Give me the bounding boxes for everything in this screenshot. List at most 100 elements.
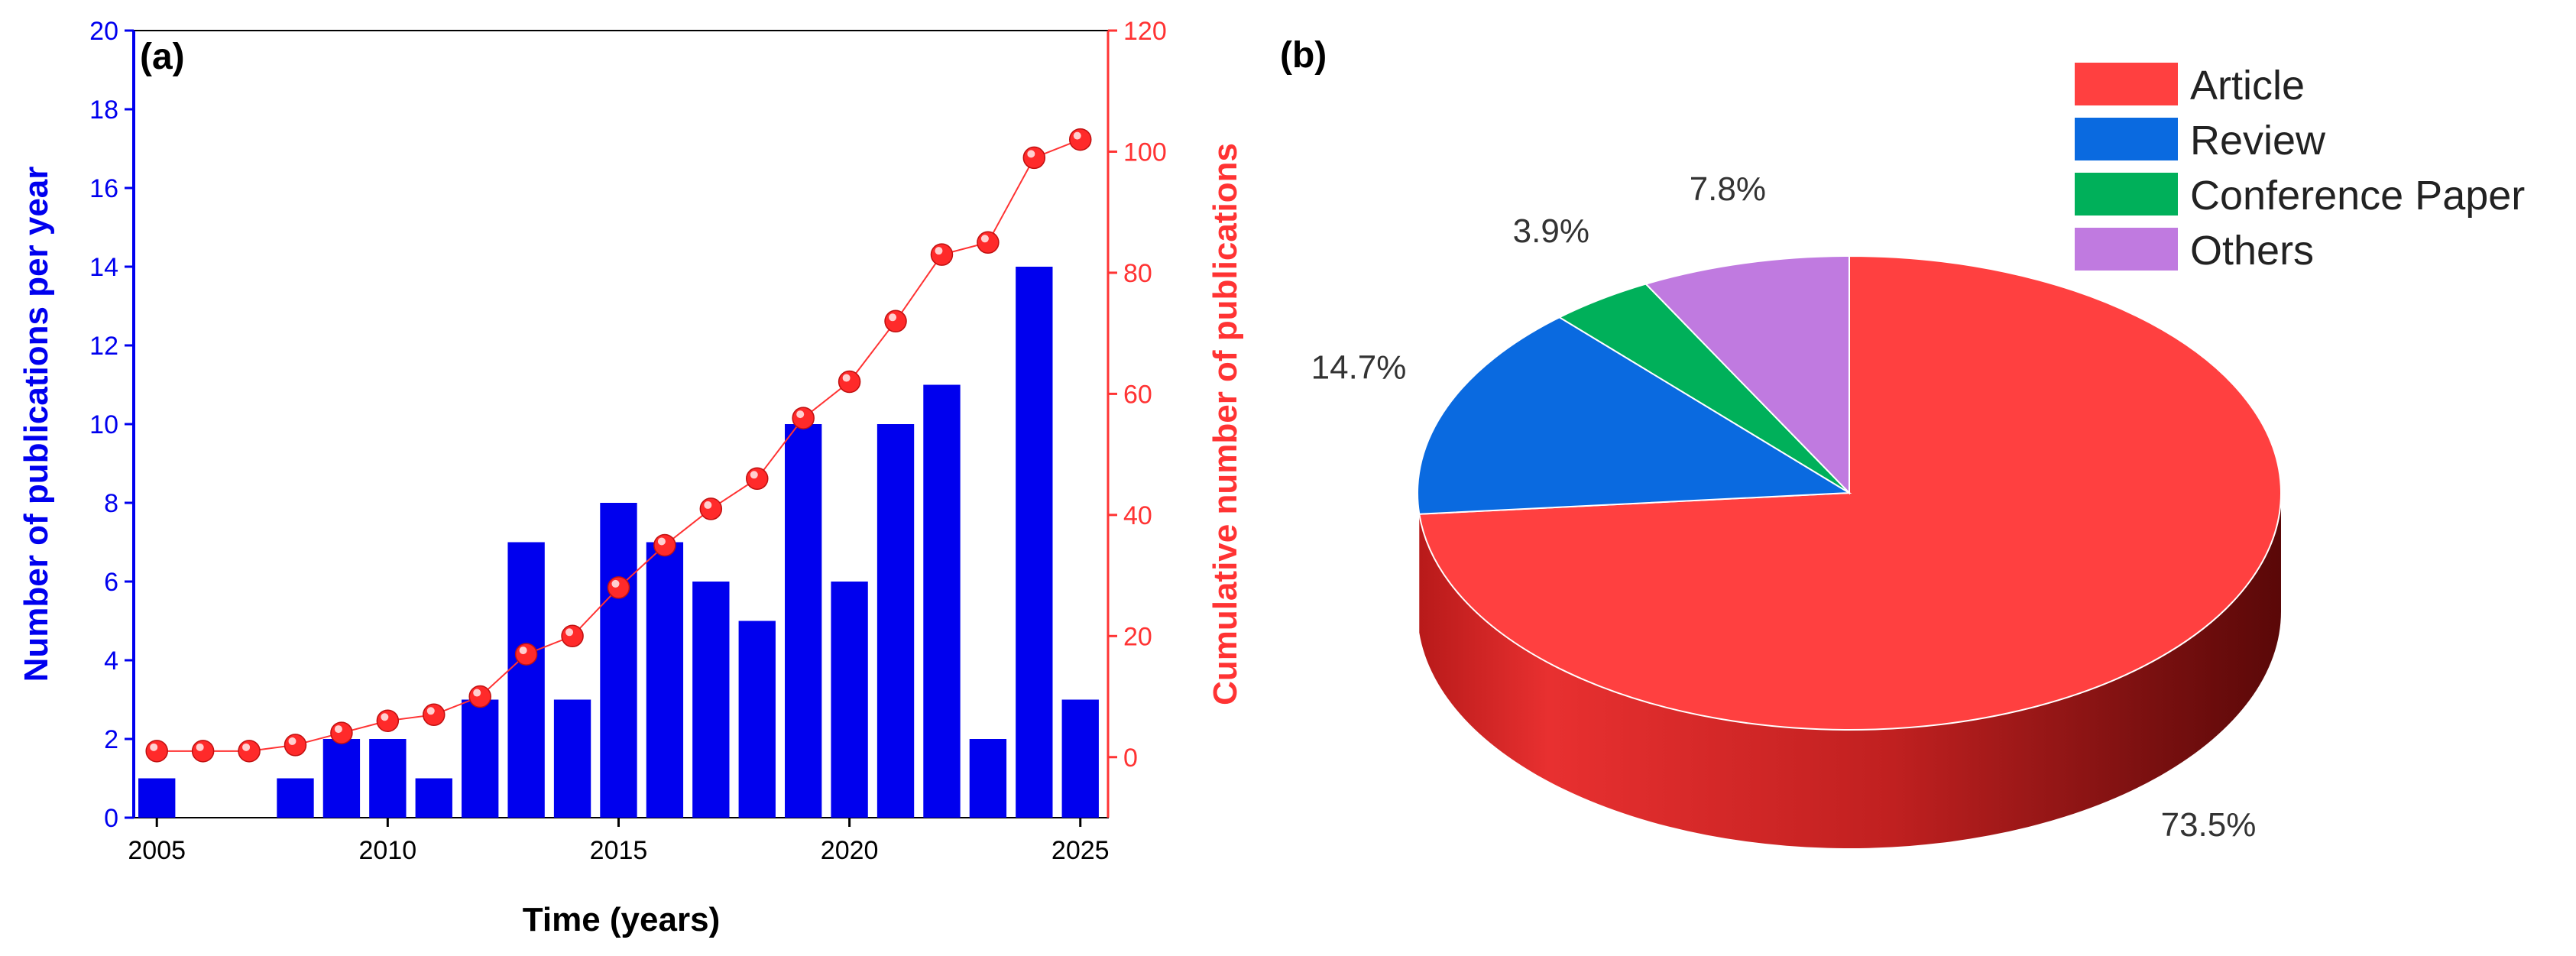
bar-2008 [277,778,314,818]
x-axis-title: Time (years) [523,901,720,938]
legend-label-others: Others [2190,228,2314,274]
panel-label-b: (b) [1280,35,1327,76]
bar-2009 [322,739,361,818]
bar-2020 [831,582,868,818]
marker-highlight-2012 [473,689,481,697]
bar-2019 [785,424,822,818]
pie-slice-review [1417,316,1852,515]
left-y-axis: 0 2 4 6 8 10 12 14 16 18 20 [89,17,135,833]
marker-2006 [191,740,215,763]
bar-2011 [415,778,452,818]
bar-series [138,267,1099,818]
right-tick-label: 100 [1123,138,1167,167]
x-tick-label: 2005 [128,836,186,865]
marker-highlight-2018 [750,471,758,479]
bar-2012 [462,699,499,818]
bar-2018 [738,621,776,818]
pie-slices [1417,254,2282,731]
marker-2021 [884,309,907,333]
marker-highlight-2010 [381,713,389,721]
marker-highlight-2011 [426,707,435,715]
cumulative-line-series [145,128,1092,763]
legend-label-review: Review [2190,118,2326,164]
marker-highlight-2023 [980,235,989,243]
pie-label-review: 14.7% [1311,348,1407,386]
marker-2020 [838,370,861,394]
legend-swatch-conference-paper [2075,173,2178,216]
right-tick-label: 120 [1123,17,1167,46]
legend: Article Review Conference Paper Others [2075,63,2525,274]
pie-label-others: 7.8% [1690,170,1766,208]
legend-swatch-others [2075,228,2178,271]
marker-2013 [514,643,538,666]
marker-highlight-2015 [611,579,620,588]
right-tick-label: 40 [1123,501,1152,530]
x-tick-label: 2020 [821,836,879,865]
pie-label-conference-paper: 3.9% [1513,212,1589,250]
legend-swatch-review [2075,118,2178,160]
left-tick-label: 2 [104,725,118,754]
y-axis-title-right: Cumulative number of publications [1207,143,1244,705]
x-axis: 2005 2010 2015 2020 2025 [128,818,1110,865]
bar-2023 [969,739,1007,818]
pie-chart-panel: (b) 73.5% 14.7% 3.9% 7.8% Article Review Conf… [1280,35,2525,849]
marker-highlight-2009 [334,725,342,734]
marker-2015 [607,576,630,599]
bar-2021 [876,424,915,818]
marker-highlight-2024 [1027,150,1035,158]
marker-2009 [330,721,353,744]
marker-highlight-2008 [288,737,296,745]
bar-2005 [138,778,176,818]
bar-2025 [1061,699,1099,818]
left-tick-label: 4 [104,647,118,676]
pie-percentage-labels: 73.5% 14.7% 3.9% 7.8% [1311,170,2257,844]
marker-2018 [746,467,769,491]
marker-highlight-2020 [842,374,851,382]
right-y-axis: 0 20 40 60 80 100 120 [1107,17,1167,818]
pie-slice-others [1644,254,1850,495]
marker-2007 [238,740,261,763]
marker-highlight-2016 [657,537,666,546]
left-tick-label: 6 [104,568,118,597]
marker-2016 [653,533,676,557]
marker-2012 [468,685,491,708]
left-tick-label: 0 [104,804,118,833]
left-tick-label: 14 [89,253,118,282]
marker-2024 [1022,146,1046,170]
legend-label-conference-paper: Conference Paper [2190,173,2525,219]
x-tick-label: 2025 [1051,836,1110,865]
bar-2017 [692,582,730,818]
marker-2011 [423,703,446,727]
left-tick-label: 16 [89,174,118,203]
marker-2022 [930,243,954,266]
right-tick-label: 80 [1123,259,1152,288]
pie-label-article: 73.5% [2161,806,2257,844]
bar-2015 [600,503,637,818]
bar-2024 [1016,267,1053,818]
right-tick-label: 20 [1123,622,1152,651]
y-axis-title-left: Number of publications per year [18,167,55,682]
marker-highlight-2019 [796,410,805,419]
marker-highlight-2005 [150,743,158,751]
marker-2010 [376,709,400,732]
bar-2013 [507,542,545,818]
legend-label-article: Article [2190,63,2305,109]
right-tick-label: 60 [1123,380,1152,409]
x-tick-label: 2015 [590,836,648,865]
bar-2014 [553,699,591,818]
bar-2010 [369,739,407,818]
marker-2025 [1068,128,1092,151]
left-tick-label: 18 [89,96,118,125]
right-tick-label: 0 [1123,744,1138,773]
marker-2023 [977,231,1000,254]
left-tick-label: 20 [89,17,118,46]
panel-label-a: (a) [140,37,185,77]
marker-2017 [699,497,723,520]
legend-swatch-article [2075,63,2178,105]
marker-2005 [145,740,168,763]
marker-2008 [284,734,307,757]
left-tick-label: 10 [89,410,118,439]
marker-highlight-2021 [889,313,897,322]
marker-highlight-2022 [935,247,943,255]
